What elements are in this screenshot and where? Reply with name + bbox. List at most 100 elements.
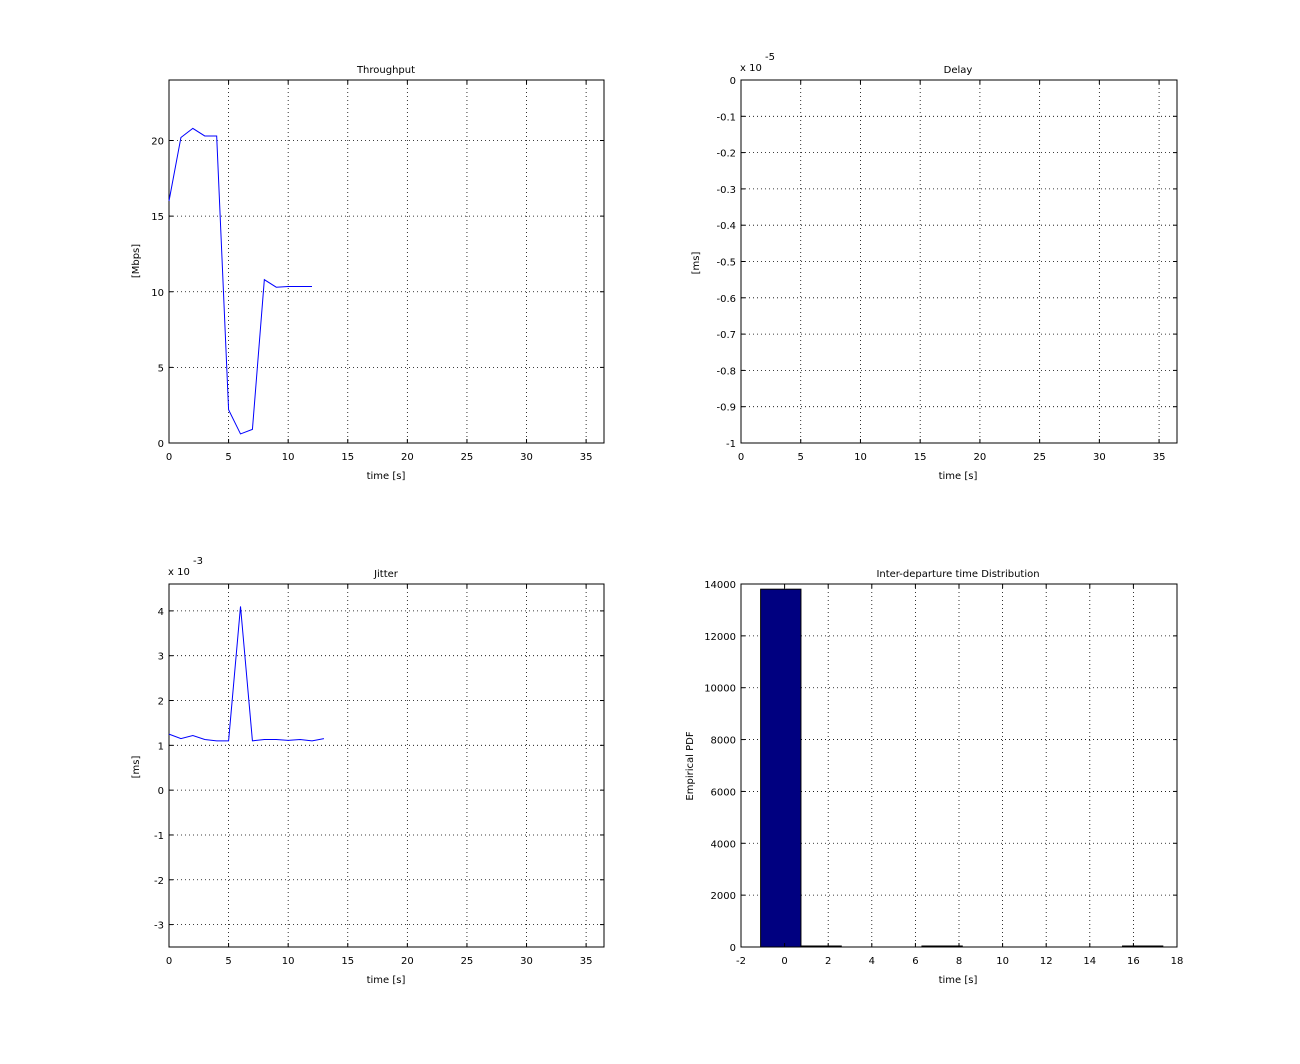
interdeparture-bar <box>1122 945 1164 948</box>
interdeparture-data <box>760 588 1164 948</box>
throughput-ytick-label: 15 <box>151 212 164 223</box>
jitter-xtick-label: 10 <box>282 956 295 967</box>
throughput-ylabel: [Mbps] <box>131 244 142 278</box>
interdeparture-title: Inter-departure time Distribution <box>876 569 1039 580</box>
throughput-ytick-label: 10 <box>151 288 164 299</box>
throughput-xtick-label: 20 <box>401 452 414 463</box>
delay-xtick-label: 15 <box>914 452 927 463</box>
interdeparture-ytick-label: 0 <box>730 943 736 954</box>
interdeparture-xtick-label: 6 <box>912 956 918 967</box>
jitter-xtick-label: 35 <box>580 956 593 967</box>
delay-ytick-label: -0.1 <box>716 112 736 123</box>
throughput-ytick-label: 5 <box>158 363 164 374</box>
jitter-xtick-label: 5 <box>225 956 231 967</box>
interdeparture-ticks: -2 0 2 4 6 8 10 12 14 16 1802000400060008000100001… <box>704 580 1183 967</box>
interdeparture-xtick-label: 10 <box>996 956 1009 967</box>
throughput-ticks: 0 5 10 15 20 25 30 35 0 5 10 15 20 <box>151 80 604 463</box>
interdeparture-xtick-label: 14 <box>1083 956 1096 967</box>
throughput-xtick-label: 25 <box>461 452 474 463</box>
jitter-series-line <box>168 606 325 742</box>
delay-ytick-label: -1 <box>726 439 736 450</box>
jitter-data <box>168 606 325 742</box>
jitter-xtick-label: 20 <box>401 956 414 967</box>
interdeparture-ylabel: Empirical PDF <box>685 731 696 800</box>
jitter-ytick-label: 2 <box>158 697 164 708</box>
interdeparture-xtick-label: 12 <box>1040 956 1053 967</box>
delay-ylabel: [ms] <box>691 252 702 275</box>
delay-xtick-label: 5 <box>798 452 804 463</box>
delay-ytick-label: 0 <box>730 76 736 87</box>
delay-plot-area <box>740 79 1178 444</box>
interdeparture-bar <box>921 945 963 948</box>
throughput-grid <box>169 80 604 443</box>
throughput-xlabel: time [s] <box>367 471 406 482</box>
interdeparture-xtick-label: 18 <box>1171 956 1184 967</box>
throughput-title: Throughput <box>356 65 415 76</box>
interdeparture-xtick-label: 2 <box>825 956 831 967</box>
interdeparture-ytick-label: 12000 <box>704 632 736 643</box>
interdeparture-ytick-label: 4000 <box>711 839 736 850</box>
jitter-xlabel: time [s] <box>367 975 406 986</box>
interdeparture-ytick-label: 14000 <box>704 580 736 591</box>
jitter-grid <box>169 584 604 947</box>
delay-xtick-label: 25 <box>1033 452 1046 463</box>
jitter-xtick-label: 15 <box>341 956 354 967</box>
jitter-exponent-label: x 10 <box>168 567 190 578</box>
interdeparture-bar <box>760 588 802 948</box>
subplot-interdeparture: -2 0 2 4 6 8 10 12 14 16 1802000400060008000100001… <box>685 569 1183 986</box>
subplot-throughput: 0 5 10 15 20 25 30 35 0 5 10 15 20 Throughput time [… <box>131 65 605 482</box>
jitter-ytick-label: 0 <box>158 786 164 797</box>
interdeparture-xlabel: time [s] <box>939 975 978 986</box>
delay-ytick-label: -0.2 <box>716 149 736 160</box>
throughput-data <box>168 127 313 435</box>
jitter-xtick-label: 30 <box>520 956 533 967</box>
delay-ytick-label: -0.8 <box>716 366 736 377</box>
jitter-title: Jitter <box>373 569 399 580</box>
delay-ytick-label: -0.3 <box>716 185 736 196</box>
throughput-xtick-label: 0 <box>166 452 172 463</box>
jitter-ytick-label: 3 <box>158 652 164 663</box>
interdeparture-ytick-label: 2000 <box>711 891 736 902</box>
jitter-xtick-label: 0 <box>166 956 172 967</box>
delay-ticks: 0 5 10 15 20 25 30 35 -1 -0.9 -0.8 -0.7 -0.6 -0.5 -0.4… <box>716 76 1177 463</box>
throughput-series-line <box>168 127 313 435</box>
delay-xtick-label: 20 <box>974 452 987 463</box>
interdeparture-xtick-label: 8 <box>956 956 962 967</box>
throughput-xtick-label: 10 <box>282 452 295 463</box>
delay-xtick-label: 30 <box>1093 452 1106 463</box>
interdeparture-xtick-label: -2 <box>736 956 746 967</box>
throughput-ytick-label: 0 <box>158 439 164 450</box>
delay-ytick-label: -0.9 <box>716 403 736 414</box>
jitter-ytick-label: 4 <box>158 607 164 618</box>
interdeparture-xtick-label: 16 <box>1127 956 1140 967</box>
throughput-xtick-label: 15 <box>341 452 354 463</box>
interdeparture-bar <box>800 945 842 948</box>
delay-exponent-power: -5 <box>765 52 775 63</box>
interdeparture-xtick-label: 4 <box>869 956 875 967</box>
delay-ytick-label: -0.4 <box>716 221 736 232</box>
jitter-exponent-power: -3 <box>193 556 203 567</box>
delay-title: Delay <box>944 65 973 76</box>
delay-ytick-label: -0.7 <box>716 330 736 341</box>
throughput-xtick-label: 30 <box>520 452 533 463</box>
jitter-ytick-label: -3 <box>154 921 164 932</box>
subplot-jitter: 0 5 10 15 20 25 30 35 -3 -2 -1 0 1 2 3 4 Jitter time [s… <box>131 556 605 986</box>
throughput-ytick-label: 20 <box>151 137 164 148</box>
jitter-ylabel: [ms] <box>131 756 142 779</box>
jitter-ticks: 0 5 10 15 20 25 30 35 -3 -2 -1 0 1 2 3 4 <box>154 584 604 967</box>
throughput-plot-area <box>168 79 605 444</box>
delay-xtick-label: 0 <box>738 452 744 463</box>
jitter-ytick-label: 1 <box>158 741 164 752</box>
jitter-ytick-label: -1 <box>154 831 164 842</box>
jitter-ytick-label: -2 <box>154 876 164 887</box>
throughput-xtick-label: 5 <box>225 452 231 463</box>
delay-xtick-label: 35 <box>1153 452 1166 463</box>
delay-xtick-label: 10 <box>854 452 867 463</box>
jitter-plot-area <box>168 583 605 948</box>
delay-grid <box>741 80 1177 443</box>
interdeparture-xtick-label: 0 <box>781 956 787 967</box>
subplot-delay: 0 5 10 15 20 25 30 35 -1 -0.9 -0.8 -0.7 -0.6 -0.5 -0.4… <box>691 52 1178 482</box>
delay-xlabel: time [s] <box>939 471 978 482</box>
delay-exponent-label: x 10 <box>740 63 762 74</box>
